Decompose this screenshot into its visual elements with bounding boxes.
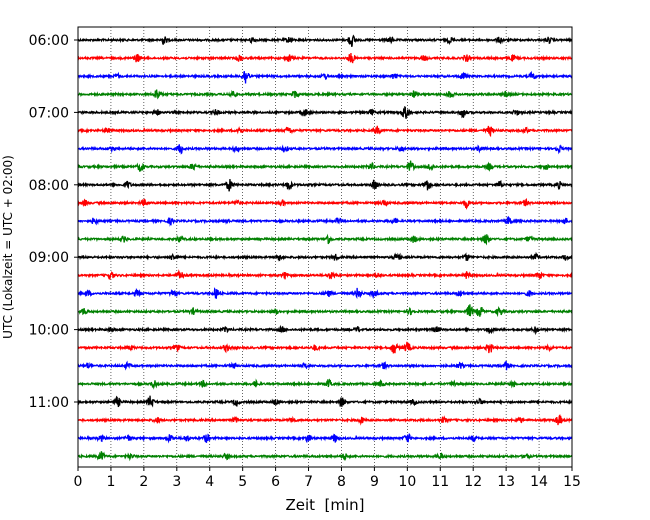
trace-17	[77, 341, 573, 354]
x-tick-label: 13	[497, 474, 515, 490]
x-tick-label: 12	[464, 474, 482, 490]
y-axis-label: UTC (Lokalzeit = UTC + 02:00)	[1, 155, 15, 339]
x-tick-label: 9	[370, 474, 379, 490]
trace-21	[77, 414, 573, 426]
trace-11	[77, 233, 573, 246]
trace-9	[77, 198, 573, 210]
x-tick-label: 14	[530, 474, 548, 490]
x-tick-label: 11	[431, 474, 449, 490]
y-tick-label: 07:00	[29, 105, 69, 121]
trace-7	[77, 160, 573, 172]
y-tick-label: 09:00	[29, 250, 69, 266]
x-axis-ticks: 0 1 2 3 4 5 6 7 8 9 10 11 12 13 14 15	[74, 467, 581, 490]
x-tick-label: 15	[563, 474, 581, 490]
x-tick-label: 2	[139, 474, 148, 490]
trace-10	[77, 215, 573, 227]
trace-12	[77, 251, 573, 262]
trace-18	[77, 360, 573, 371]
x-tick-label: 4	[205, 474, 214, 490]
seismic-traces	[77, 34, 573, 462]
x-tick-label: 0	[74, 474, 83, 490]
y-tick-label: 08:00	[29, 178, 69, 194]
trace-5	[77, 125, 573, 138]
trace-6	[77, 144, 573, 155]
trace-20	[77, 395, 573, 408]
x-tick-label: 10	[398, 474, 416, 490]
plot-frame	[77, 26, 573, 468]
x-tick-label: 8	[337, 474, 346, 490]
y-tick-label: 06:00	[29, 33, 69, 49]
y-axis-ticks: 06:00 07:00 08:00 09:00 10:00 11:00	[29, 33, 78, 411]
x-axis-label: Zeit [min]	[285, 496, 364, 514]
x-tick-label: 6	[271, 474, 280, 490]
x-tick-label: 1	[106, 474, 115, 490]
trace-15	[77, 304, 573, 318]
trace-23	[77, 451, 573, 462]
trace-3	[77, 89, 573, 100]
trace-0	[77, 34, 573, 47]
trace-13	[77, 269, 573, 280]
trace-8	[77, 179, 573, 192]
trace-1	[77, 53, 573, 64]
trace-2	[77, 70, 573, 84]
x-tick-label: 5	[238, 474, 247, 490]
trace-14	[77, 287, 573, 300]
vertical-gridlines	[110, 27, 540, 467]
y-tick-label: 11:00	[29, 395, 69, 411]
trace-16	[77, 324, 573, 336]
trace-22	[77, 432, 573, 444]
trace-4	[77, 106, 573, 119]
trace-19	[77, 378, 573, 390]
x-tick-label: 7	[304, 474, 313, 490]
x-tick-label: 3	[172, 474, 181, 490]
y-tick-label: 10:00	[29, 323, 69, 339]
